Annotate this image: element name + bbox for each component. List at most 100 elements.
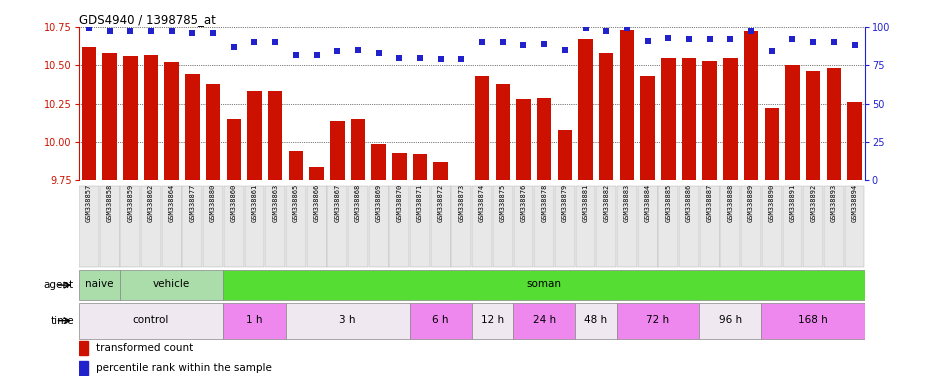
FancyBboxPatch shape xyxy=(575,303,617,339)
Text: GSM338886: GSM338886 xyxy=(686,184,692,222)
Text: GSM338879: GSM338879 xyxy=(561,184,568,222)
FancyBboxPatch shape xyxy=(142,186,161,267)
Point xyxy=(351,47,365,53)
FancyBboxPatch shape xyxy=(244,186,265,267)
Text: GSM338892: GSM338892 xyxy=(810,184,816,222)
Text: GSM338857: GSM338857 xyxy=(86,184,92,222)
Bar xyxy=(827,68,841,180)
Text: GSM338871: GSM338871 xyxy=(417,184,423,222)
Bar xyxy=(806,71,820,180)
Text: GSM338888: GSM338888 xyxy=(727,184,734,222)
Text: GSM338866: GSM338866 xyxy=(314,184,319,222)
Point xyxy=(496,39,511,45)
Text: GSM338885: GSM338885 xyxy=(665,184,672,222)
Bar xyxy=(496,84,510,180)
FancyBboxPatch shape xyxy=(162,186,181,267)
Bar xyxy=(558,130,572,180)
Point xyxy=(165,28,179,35)
Text: GSM338864: GSM338864 xyxy=(168,184,175,222)
Point xyxy=(744,28,758,35)
Point xyxy=(433,56,448,62)
FancyBboxPatch shape xyxy=(659,186,678,267)
Bar xyxy=(351,119,365,180)
FancyBboxPatch shape xyxy=(224,270,865,300)
Text: 1 h: 1 h xyxy=(246,315,263,325)
Bar xyxy=(143,55,158,180)
FancyBboxPatch shape xyxy=(204,186,223,267)
FancyBboxPatch shape xyxy=(845,186,865,267)
Bar xyxy=(847,102,862,180)
FancyBboxPatch shape xyxy=(761,303,865,339)
Point xyxy=(81,25,96,31)
FancyBboxPatch shape xyxy=(575,186,596,267)
Bar xyxy=(620,30,635,180)
FancyBboxPatch shape xyxy=(410,303,472,339)
Text: GSM338868: GSM338868 xyxy=(355,184,361,222)
Text: 12 h: 12 h xyxy=(481,315,504,325)
FancyBboxPatch shape xyxy=(410,186,430,267)
FancyBboxPatch shape xyxy=(803,186,823,267)
FancyBboxPatch shape xyxy=(472,186,492,267)
FancyBboxPatch shape xyxy=(493,186,512,267)
Text: GSM338880: GSM338880 xyxy=(210,184,216,222)
Text: GSM338858: GSM338858 xyxy=(106,184,113,222)
Text: 6 h: 6 h xyxy=(433,315,449,325)
Bar xyxy=(79,341,89,355)
Point xyxy=(847,42,862,48)
Text: GSM338876: GSM338876 xyxy=(521,184,526,222)
FancyBboxPatch shape xyxy=(741,186,761,267)
FancyBboxPatch shape xyxy=(286,186,306,267)
Text: 48 h: 48 h xyxy=(585,315,608,325)
Point xyxy=(371,50,386,56)
Point xyxy=(723,36,738,42)
Point xyxy=(806,39,820,45)
Point xyxy=(103,28,117,35)
FancyBboxPatch shape xyxy=(762,186,782,267)
FancyBboxPatch shape xyxy=(699,303,761,339)
Point xyxy=(309,51,324,58)
Point xyxy=(536,41,551,47)
FancyBboxPatch shape xyxy=(451,186,472,267)
Bar xyxy=(227,119,241,180)
Bar xyxy=(475,76,489,180)
Text: GSM338881: GSM338881 xyxy=(583,184,588,222)
Point xyxy=(185,30,200,36)
Point xyxy=(640,38,655,44)
Text: GSM338869: GSM338869 xyxy=(376,184,382,222)
Bar xyxy=(79,361,89,375)
FancyBboxPatch shape xyxy=(637,186,658,267)
FancyBboxPatch shape xyxy=(79,303,224,339)
Text: agent: agent xyxy=(43,280,74,290)
Text: GSM338882: GSM338882 xyxy=(603,184,610,222)
Text: GSM338860: GSM338860 xyxy=(231,184,237,222)
Bar xyxy=(185,74,200,180)
Bar xyxy=(516,99,531,180)
Point xyxy=(516,42,531,48)
Bar xyxy=(309,167,324,180)
Bar xyxy=(330,121,344,180)
Bar xyxy=(81,47,96,180)
Text: GSM338894: GSM338894 xyxy=(852,184,857,222)
Bar xyxy=(702,61,717,180)
Text: GSM338891: GSM338891 xyxy=(789,184,796,222)
FancyBboxPatch shape xyxy=(513,186,534,267)
Text: 96 h: 96 h xyxy=(719,315,742,325)
Point xyxy=(578,25,593,31)
FancyBboxPatch shape xyxy=(555,186,574,267)
FancyBboxPatch shape xyxy=(307,186,327,267)
FancyBboxPatch shape xyxy=(224,186,244,267)
Bar xyxy=(103,53,117,180)
Text: soman: soman xyxy=(526,280,561,290)
Text: GSM338878: GSM338878 xyxy=(541,184,548,222)
Point xyxy=(454,56,469,62)
Bar xyxy=(599,53,613,180)
Bar xyxy=(268,91,282,180)
Point xyxy=(247,39,262,45)
Point xyxy=(289,51,303,58)
Point xyxy=(826,39,841,45)
FancyBboxPatch shape xyxy=(120,270,224,300)
Bar xyxy=(454,180,469,182)
FancyBboxPatch shape xyxy=(348,186,368,267)
Bar xyxy=(785,65,800,180)
Text: GSM338872: GSM338872 xyxy=(438,184,444,222)
